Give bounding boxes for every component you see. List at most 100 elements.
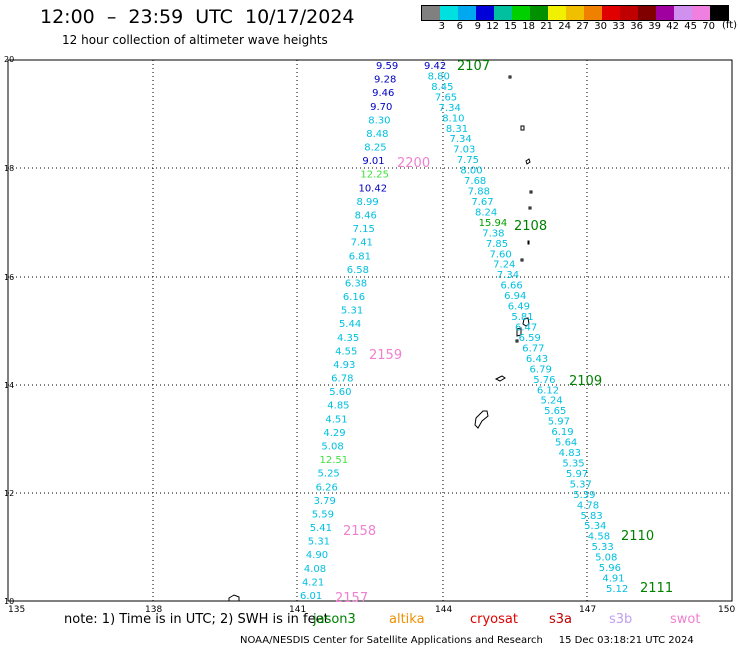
wave-height-value: 4.78 (577, 500, 599, 511)
wave-height-value: 8.46 (355, 210, 377, 221)
wave-height-value: 7.60 (490, 249, 512, 260)
island-outline (474, 410, 489, 429)
island-outline (522, 317, 530, 327)
wave-height-value: 5.65 (544, 406, 566, 417)
scale-swatch (530, 6, 548, 20)
pass-label: 2110 (621, 529, 654, 544)
wave-height-value: 15.94 (479, 218, 508, 229)
wave-height-value: 5.12 (606, 584, 628, 595)
scale-label: 70 (702, 21, 715, 32)
scale-label: 33 (612, 21, 625, 32)
scale-swatch (494, 6, 512, 20)
scale-swatch (458, 6, 476, 20)
wave-height-value: 5.44 (339, 319, 361, 330)
wave-height-value: 8.00 (460, 166, 482, 177)
wave-height-value: 4.35 (337, 333, 359, 344)
island-outline (525, 158, 531, 165)
wave-height-value: 6.77 (522, 343, 544, 354)
wave-height-value: 7.24 (493, 260, 515, 271)
scale-label: 21 (540, 21, 553, 32)
scale-label: 9 (474, 21, 481, 32)
wave-height-value: 7.68 (464, 176, 486, 187)
wave-height-value: 4.29 (323, 428, 345, 439)
satellite-legend-item: altika (389, 612, 425, 627)
wave-height-value: 8.45 (431, 82, 453, 93)
wave-height-value: 5.33 (591, 542, 613, 553)
wave-height-value: 5.35 (562, 458, 584, 469)
wave-height-value: 5.96 (599, 563, 621, 574)
wave-height-value: 8.31 (446, 124, 468, 135)
wave-height-value: 6.47 (515, 323, 537, 334)
longitude-tick-label: 144 (435, 605, 452, 615)
wave-height-value: 4.91 (602, 574, 624, 585)
island-outline (228, 594, 240, 602)
page-subtitle: 12 hour collection of altimeter wave hei… (62, 33, 328, 47)
wave-height-value: 5.60 (329, 387, 351, 398)
scale-label: 24 (558, 21, 571, 32)
satellite-legend-item: cryosat (470, 612, 518, 627)
wave-height-value: 6.19 (551, 427, 573, 438)
scale-swatch (602, 6, 620, 20)
wave-height-value: 4.51 (325, 414, 347, 425)
wave-height-value: 12.51 (319, 455, 348, 466)
island-outline (516, 327, 522, 337)
island-outline (520, 258, 524, 262)
scale-swatch (548, 6, 566, 20)
color-scale-labels: 3 6 9 12 15 18 21 24 27 30 33 36 39 42 45 70 (421, 21, 729, 32)
wave-height-value: 6.94 (504, 291, 526, 302)
wave-height-value: 5.81 (511, 312, 533, 323)
page-title: 12:00 – 23:59 UTC 10/17/2024 (40, 6, 355, 28)
wave-height-value: 6.12 (537, 385, 559, 396)
wave-height-value: 9.01 (362, 156, 384, 167)
wave-height-value: 6.79 (530, 364, 552, 375)
scale-label: 6 (456, 21, 463, 32)
wave-height-value: 7.85 (486, 239, 508, 250)
color-scale-unit: (ft) (722, 20, 738, 31)
longitude-tick-label: 138 (145, 605, 162, 615)
latitude-tick-label: 14 (4, 381, 14, 390)
wave-height-value: 4.08 (304, 564, 326, 575)
wave-height-value: 7.65 (435, 92, 457, 103)
wave-height-value: 7.88 (468, 187, 490, 198)
longitude-tick-label: 141 (289, 605, 306, 615)
wave-height-value: 8.30 (368, 115, 390, 126)
island-outline (515, 339, 519, 343)
scale-label: 3 (438, 21, 445, 32)
wave-height-value: 7.03 (453, 145, 475, 156)
wave-height-value: 8.25 (364, 143, 386, 154)
wave-height-value: 6.66 (500, 281, 522, 292)
scale-swatch (710, 6, 728, 20)
latitude-tick-label: 12 (4, 489, 14, 498)
scale-label: 18 (522, 21, 535, 32)
wave-height-value: 7.67 (471, 197, 493, 208)
island-outline (508, 75, 512, 79)
scale-swatch (584, 6, 602, 20)
wave-height-value: 10.42 (358, 183, 387, 194)
satellite-legend-item: jason3 (313, 612, 356, 627)
wave-height-value: 7.41 (351, 238, 373, 249)
map-frame (7, 59, 733, 602)
wave-height-value: 8.10 (442, 113, 464, 124)
scale-label: 39 (648, 21, 661, 32)
wave-height-value: 5.08 (321, 442, 343, 453)
scale-label: 12 (486, 21, 499, 32)
wave-height-value: 5.34 (584, 521, 606, 532)
wave-height-value: 7.75 (457, 155, 479, 166)
scale-swatch (440, 6, 458, 20)
pass-label: 2107 (457, 59, 490, 74)
wave-height-value: 5.41 (310, 523, 332, 534)
wave-height-color-scale: 3 6 9 12 15 18 21 24 27 30 33 36 39 42 45 70 (ft) (421, 5, 737, 32)
wave-height-value: 5.97 (566, 469, 588, 480)
pass-label: 2108 (514, 219, 547, 234)
wave-height-value: 5.64 (555, 438, 577, 449)
wave-height-value: 7.34 (449, 134, 471, 145)
latitude-tick-label: 16 (4, 273, 14, 282)
scale-label: 15 (504, 21, 517, 32)
wave-height-value: 6.01 (300, 591, 322, 602)
scale-swatch (638, 6, 656, 20)
wave-height-value: 4.21 (302, 577, 324, 588)
pass-label: 2111 (640, 581, 673, 596)
wave-height-value: 5.83 (581, 511, 603, 522)
pass-label: 2158 (343, 524, 376, 539)
